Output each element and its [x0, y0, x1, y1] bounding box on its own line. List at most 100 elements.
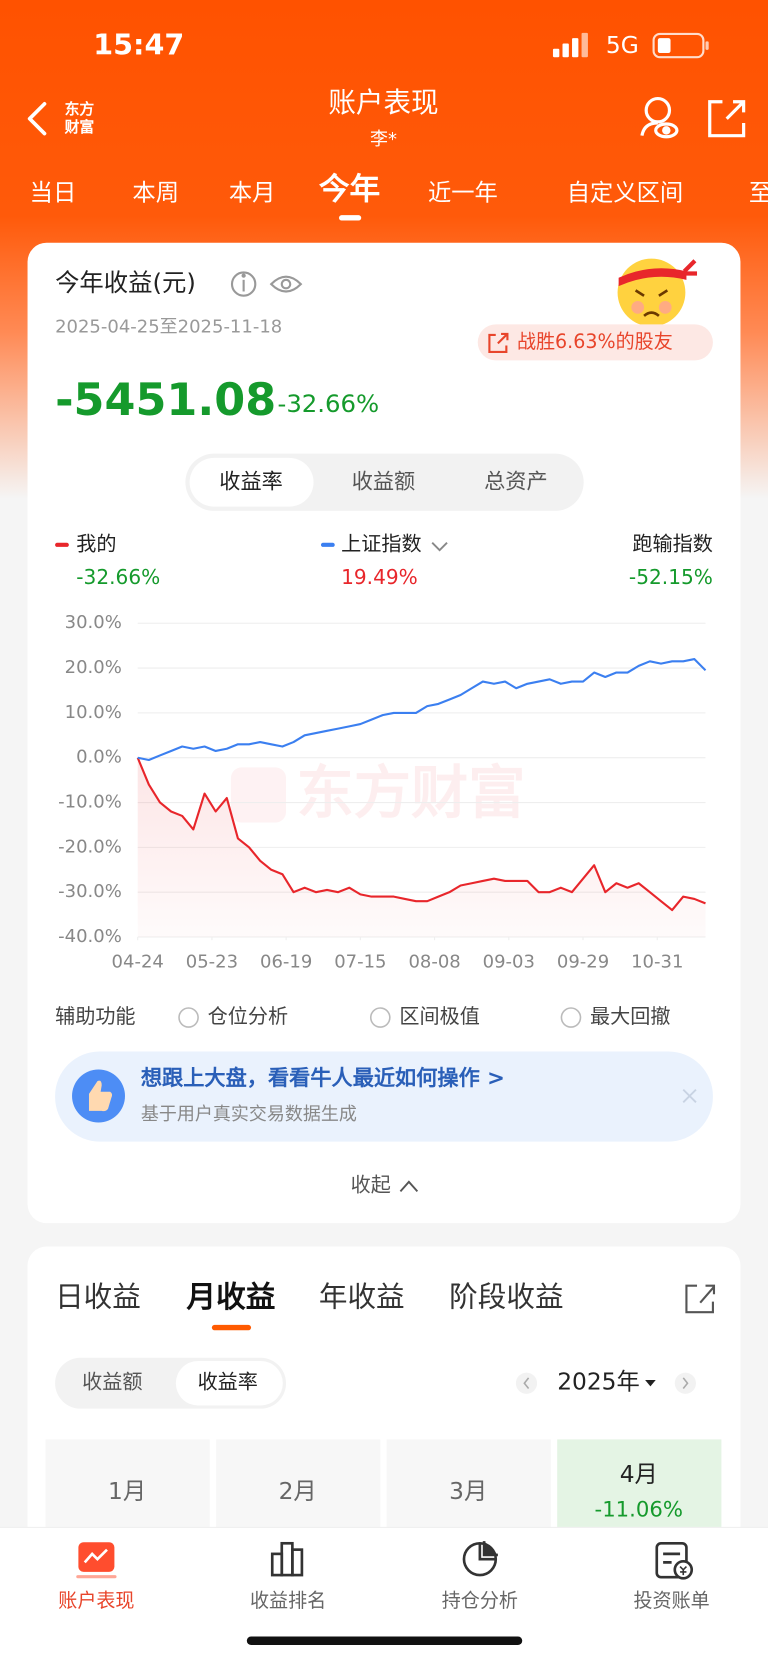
period-tab-active[interactable]: 今年 — [319, 171, 380, 207]
returns-tab[interactable]: 阶段收益 — [449, 1279, 563, 1313]
rank-badge[interactable] — [477, 324, 713, 361]
share-icon[interactable] — [708, 100, 746, 138]
decoration — [657, 38, 671, 53]
y-tick-label: -30.0% — [58, 881, 122, 902]
banner-title: 想跟上大盘，看看牛人最近如何操作 > — [141, 1065, 505, 1090]
x-tick-label: 07-15 — [334, 951, 386, 972]
month-label: 4月 — [620, 1461, 658, 1488]
decoration — [634, 289, 669, 317]
decoration — [280, 278, 292, 290]
decoration — [682, 1377, 689, 1390]
decoration — [652, 32, 705, 59]
logo-text: 财富 — [65, 118, 95, 136]
period-tab[interactable]: 本月 — [229, 179, 276, 206]
radio[interactable] — [369, 1007, 391, 1028]
y-tick-label: 10.0% — [65, 702, 122, 723]
month-label: 2月 — [279, 1478, 317, 1505]
period-tab[interactable]: 当日 — [30, 179, 77, 206]
status-network: 5G — [606, 32, 639, 59]
nav-icon[interactable] — [462, 1541, 498, 1577]
decoration — [562, 43, 569, 58]
info-icon[interactable] — [230, 271, 257, 297]
aux-option[interactable]: 区间极值 — [399, 1004, 479, 1028]
nav-icon[interactable] — [76, 1542, 117, 1579]
nav-label[interactable]: 持仓分析 — [442, 1590, 518, 1612]
decoration — [631, 301, 645, 314]
decoration — [640, 121, 658, 137]
period-tab[interactable]: 自定义区间 — [567, 179, 683, 206]
decoration — [552, 48, 560, 58]
close-button[interactable] — [682, 1088, 697, 1104]
year-select[interactable]: 2025年 — [557, 1369, 640, 1396]
status-time: 15:47 — [93, 28, 184, 62]
x-tick-label: 05-23 — [186, 951, 238, 972]
back-button[interactable] — [27, 102, 47, 136]
x-tick-label: 10-31 — [631, 951, 683, 972]
next-year[interactable] — [674, 1372, 696, 1394]
y-tick-label: -40.0% — [58, 926, 122, 947]
returns-tab[interactable]: 年收益 — [319, 1279, 405, 1313]
radio[interactable] — [178, 1007, 199, 1028]
decoration — [552, 32, 588, 58]
prev-year[interactable] — [515, 1372, 538, 1394]
legend-value: -32.66% — [76, 565, 160, 589]
collapse-button[interactable]: 收起 — [351, 1173, 391, 1197]
nav-icon[interactable] — [270, 1541, 304, 1577]
month-label: 3月 — [449, 1478, 487, 1505]
legend-label[interactable]: 上证指数 — [341, 531, 421, 555]
period-tab[interactable]: 至 — [749, 179, 768, 206]
decoration — [655, 1541, 688, 1579]
decoration — [269, 275, 303, 293]
tab-indicator — [338, 215, 362, 221]
metric-toggle-active — [189, 457, 314, 507]
metric-option[interactable]: 收益额 — [352, 468, 416, 493]
value-option[interactable]: 收益率 — [198, 1370, 258, 1394]
decoration — [658, 301, 672, 314]
dropdown-icon[interactable] — [431, 542, 448, 552]
aux-option[interactable]: 最大回撤 — [590, 1004, 670, 1028]
line-chart: 东方财富 30.0% 20.0% 10.0% 0.0% -10.0% -20.0% -30.… — [58, 612, 707, 972]
period-tab[interactable]: 近一年 — [428, 179, 498, 206]
tab-indicator — [211, 1324, 252, 1331]
watermark-logo — [230, 767, 287, 823]
decoration — [488, 332, 509, 353]
profile-icon[interactable] — [640, 96, 679, 139]
aux-label: 辅助功能 — [55, 1004, 135, 1028]
decoration — [685, 1284, 714, 1314]
x-tick-label: 06-19 — [260, 951, 312, 972]
decoration — [230, 271, 257, 297]
decoration — [699, 1284, 716, 1304]
eye-icon[interactable] — [269, 275, 303, 293]
decoration — [76, 1575, 117, 1579]
profit-amount: -5451.08 — [55, 375, 276, 426]
y-tick-label: 0.0% — [76, 747, 122, 768]
decoration — [478, 1543, 496, 1561]
page-subtitle: 李* — [370, 129, 397, 150]
nav-label[interactable]: 账户表现 — [58, 1590, 134, 1612]
aux-option[interactable]: 仓位分析 — [208, 1004, 288, 1028]
legend-swatch — [320, 542, 335, 547]
decoration — [241, 273, 246, 278]
nav-label[interactable]: 投资账单 — [633, 1590, 709, 1612]
period-tab[interactable]: 本周 — [132, 179, 179, 206]
x-tick-label: 09-03 — [483, 951, 535, 972]
nav-label[interactable]: 收益排名 — [250, 1590, 326, 1612]
decoration — [725, 100, 746, 120]
decoration — [705, 41, 709, 50]
decoration — [572, 38, 579, 58]
metric-option[interactable]: 收益率 — [219, 468, 283, 493]
comparison-label: 跑输指数 — [632, 531, 712, 555]
radio[interactable] — [560, 1007, 582, 1028]
returns-tab[interactable]: 日收益 — [55, 1279, 141, 1313]
promo-banner[interactable] — [55, 1051, 713, 1142]
metric-option[interactable]: 总资产 — [484, 468, 548, 493]
value-option[interactable]: 收益额 — [82, 1370, 142, 1394]
nav-icon[interactable] — [655, 1541, 694, 1580]
returns-tab-active[interactable]: 月收益 — [186, 1279, 275, 1314]
banner-subtitle: 基于用户真实交易数据生成 — [141, 1104, 357, 1125]
share-icon[interactable] — [685, 1284, 716, 1314]
comparison-value: -52.15% — [629, 565, 713, 589]
page-title: 账户表现 — [328, 87, 438, 119]
